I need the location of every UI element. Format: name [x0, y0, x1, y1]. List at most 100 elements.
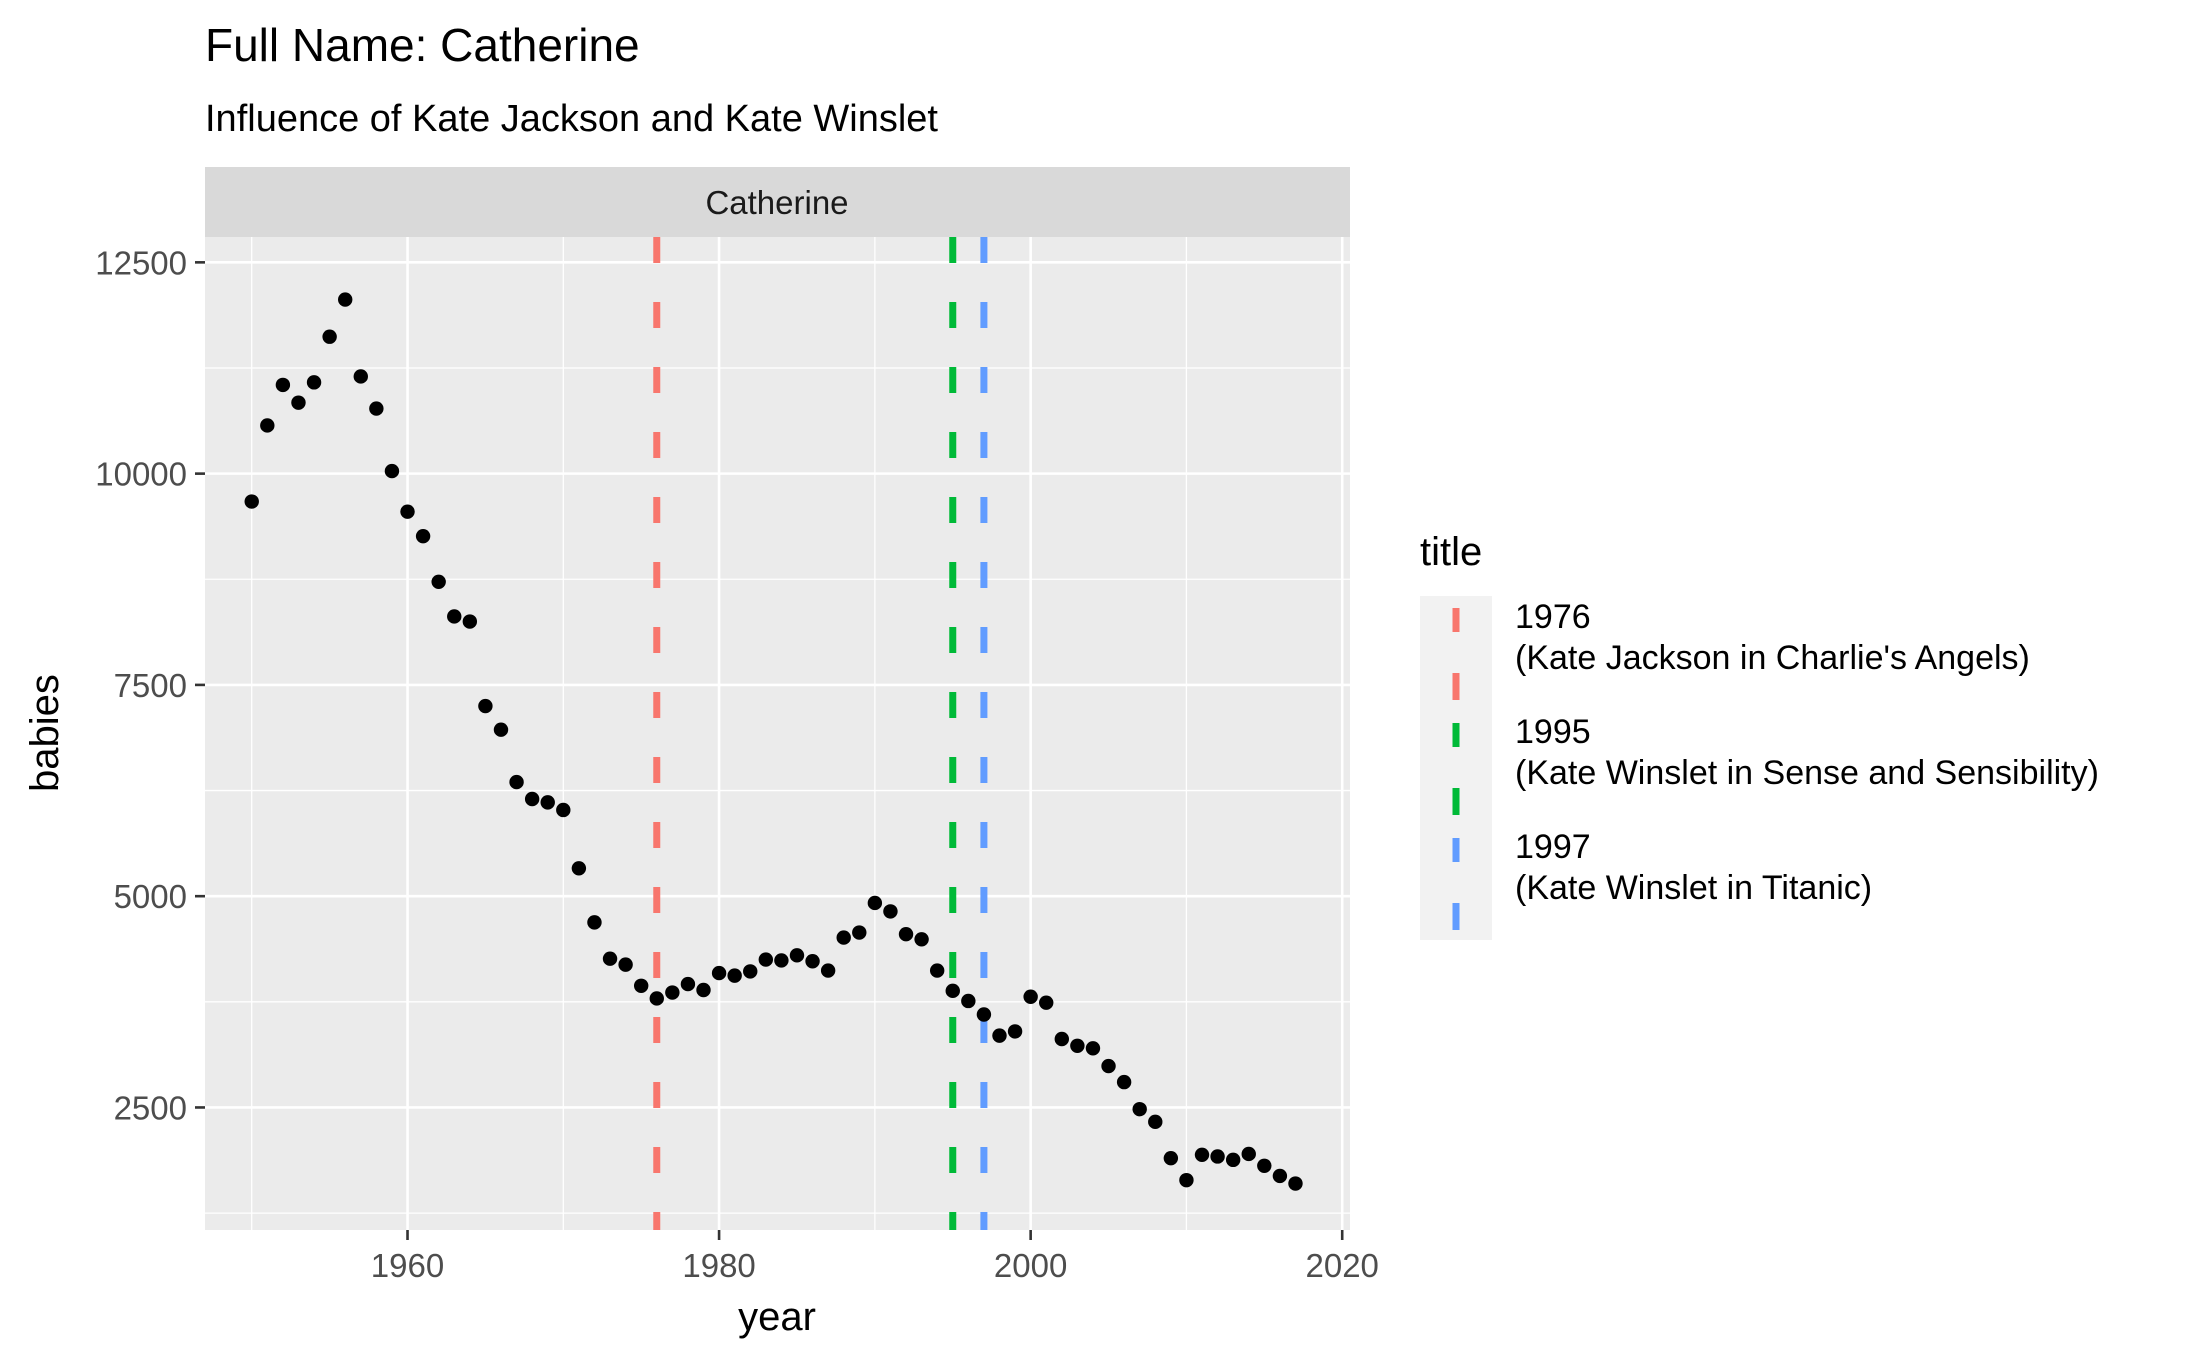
- legend-label-year: 1976: [1515, 598, 1591, 636]
- y-tick-label: 5000: [114, 878, 187, 915]
- legend: title 1976 (Kate Jackson in Charlie's An…: [1420, 530, 2099, 940]
- grid-minor: [205, 237, 1350, 1230]
- data-point: [665, 985, 680, 1000]
- data-point: [431, 574, 446, 590]
- grid-major: [205, 237, 1350, 1230]
- data-point: [618, 957, 633, 972]
- data-point: [914, 932, 929, 947]
- x-tick-label: 1980: [682, 1247, 755, 1284]
- data-point: [353, 369, 368, 384]
- data-point: [774, 953, 789, 968]
- data-point: [244, 494, 259, 509]
- facet-strip: [205, 167, 1350, 237]
- y-axis: 2500 5000 7500 10000 12500: [95, 244, 205, 1126]
- data-point: [1148, 1114, 1163, 1130]
- data-point: [384, 463, 400, 479]
- data-point: [509, 774, 524, 790]
- legend-key-background: [1420, 596, 1492, 940]
- data-point: [540, 795, 555, 810]
- chart-subtitle: Influence of Kate Jackson and Kate Winsl…: [205, 98, 938, 140]
- data-point: [1101, 1058, 1116, 1074]
- data-point: [836, 930, 851, 945]
- data-point: [1163, 1150, 1179, 1166]
- data-point: [961, 993, 976, 1009]
- data-point: [462, 614, 478, 629]
- data-point: [260, 418, 275, 433]
- data-point: [758, 952, 774, 967]
- data-point: [556, 802, 571, 818]
- data-point: [1116, 1074, 1132, 1090]
- data-point: [743, 964, 758, 979]
- data-point: [1179, 1172, 1194, 1188]
- data-point: [1272, 1168, 1288, 1184]
- data-point: [493, 722, 509, 737]
- data-point: [727, 968, 742, 983]
- x-axis: 1960 1980 2000 2020: [371, 1230, 1379, 1284]
- data-point: [1194, 1147, 1210, 1162]
- x-tick-label: 1960: [371, 1247, 444, 1284]
- data-point: [306, 375, 322, 390]
- data-point: [696, 982, 711, 998]
- data-point: [1132, 1101, 1147, 1117]
- chart-title: Full Name: Catherine: [205, 19, 640, 71]
- data-point: [1007, 1024, 1023, 1039]
- data-point: [400, 504, 415, 519]
- data-point: [1210, 1149, 1225, 1164]
- x-axis-title: year: [738, 1295, 816, 1339]
- y-axis-title: babies: [23, 674, 67, 792]
- data-point: [929, 963, 945, 978]
- data-points: [244, 292, 1303, 1191]
- data-point: [1257, 1158, 1272, 1173]
- data-point: [789, 948, 805, 963]
- facet-strip-label: Catherine: [705, 184, 848, 221]
- data-point: [852, 925, 867, 940]
- data-point: [680, 976, 696, 992]
- data-point: [447, 609, 462, 624]
- data-point: [587, 915, 602, 930]
- data-point: [275, 377, 291, 393]
- data-point: [322, 329, 337, 344]
- data-point: [415, 528, 431, 544]
- data-point: [820, 963, 836, 978]
- data-point: [1085, 1041, 1101, 1056]
- data-point: [291, 395, 306, 410]
- data-point: [867, 895, 883, 911]
- y-tick-label: 2500: [114, 1089, 187, 1126]
- data-point: [883, 904, 898, 919]
- data-point: [711, 965, 727, 981]
- legend-label-description: (Kate Winslet in Sense and Sensibility): [1515, 754, 2099, 792]
- data-point: [1241, 1146, 1256, 1162]
- data-point: [571, 861, 587, 876]
- data-point: [976, 1007, 992, 1022]
- data-point: [1039, 995, 1054, 1010]
- y-tick-label: 12500: [95, 244, 187, 281]
- x-tick-label: 2020: [1306, 1247, 1379, 1284]
- data-point: [898, 927, 914, 942]
- data-point: [805, 954, 820, 969]
- data-point: [524, 791, 540, 807]
- data-point: [1023, 989, 1038, 1004]
- x-tick-label: 2000: [994, 1247, 1067, 1284]
- legend-label-year: 1995: [1515, 713, 1591, 751]
- data-point: [1225, 1152, 1241, 1168]
- legend-label-year: 1997: [1515, 828, 1591, 866]
- legend-label-description: (Kate Winslet in Titanic): [1515, 869, 1872, 907]
- data-point: [338, 292, 353, 307]
- legend-entries: 1976 (Kate Jackson in Charlie's Angels) 1…: [1452, 598, 2099, 930]
- data-point: [369, 401, 384, 416]
- data-point: [945, 983, 960, 999]
- data-point: [1070, 1038, 1085, 1053]
- data-point: [478, 698, 493, 714]
- legend-label-description: (Kate Jackson in Charlie's Angels): [1515, 639, 2030, 677]
- data-point: [602, 951, 618, 966]
- data-point: [633, 978, 649, 993]
- legend-title: title: [1420, 530, 1482, 574]
- data-point: [1288, 1176, 1303, 1191]
- plot-panel: [205, 237, 1350, 1230]
- data-point: [1054, 1031, 1070, 1047]
- y-tick-label: 10000: [95, 456, 187, 493]
- y-tick-label: 7500: [114, 667, 187, 704]
- data-point: [649, 991, 664, 1006]
- data-point: [992, 1028, 1007, 1043]
